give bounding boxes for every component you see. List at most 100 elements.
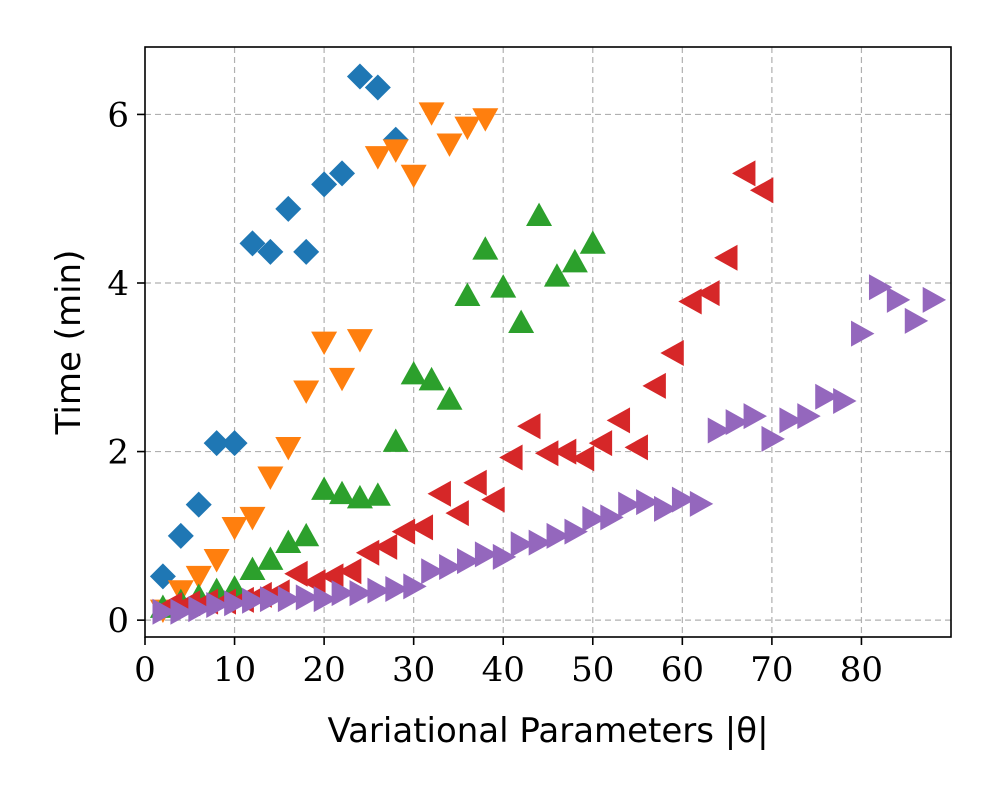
y-axis-label: Time (min): [49, 250, 89, 436]
data-point-diamond: [311, 171, 338, 198]
data-point-triangle-down: [257, 466, 284, 490]
data-point-triangle-right: [510, 531, 535, 558]
data-point-triangle-right: [689, 490, 714, 517]
data-point-triangle-left: [714, 244, 738, 271]
series-triangle-left: [158, 160, 774, 618]
data-point-triangle-left: [642, 372, 666, 399]
data-point-triangle-left: [606, 407, 631, 434]
data-point-diamond: [346, 63, 373, 90]
data-point-triangle-down: [239, 506, 266, 531]
data-point-triangle-left: [696, 280, 720, 307]
data-point-triangle-left: [409, 514, 434, 541]
series-triangle-right: [152, 274, 947, 625]
x-tick-label: 50: [571, 650, 614, 690]
grid-lines: [145, 47, 951, 637]
data-point-triangle-right: [277, 586, 302, 613]
data-point-triangle-down: [221, 517, 248, 541]
data-point-triangle-left: [284, 560, 308, 587]
data-point-triangle-right: [403, 573, 427, 600]
x-tick-label: 80: [840, 650, 883, 690]
data-point-triangle-right: [259, 586, 284, 613]
data-point-triangle-right: [833, 388, 857, 414]
data-point-triangle-right: [474, 541, 499, 568]
data-point-triangle-right: [815, 383, 839, 410]
data-point-triangle-down: [418, 102, 445, 126]
data-point-triangle-right: [582, 506, 606, 532]
data-point-triangle-right: [439, 554, 463, 581]
axis-ticks: 0 10 20 30 40 50 60 70 80 0 2 4 6: [107, 95, 883, 690]
data-point-diamond: [293, 238, 320, 265]
x-tick-label: 0: [134, 650, 156, 690]
data-point-triangle-right: [707, 417, 732, 444]
data-point-triangle-left: [570, 445, 595, 472]
data-point-triangle-left: [535, 440, 559, 467]
data-point-triangle-right: [367, 577, 391, 604]
x-tick-label: 70: [750, 650, 793, 690]
data-point-triangle-left: [749, 177, 774, 204]
data-point-diamond: [185, 491, 212, 518]
data-point-triangle-right: [654, 495, 678, 522]
data-point-triangle-left: [732, 160, 756, 187]
x-axis-label: Variational Parameters |θ|: [327, 711, 768, 751]
data-point-triangle-up: [490, 274, 517, 298]
data-point-triangle-up: [472, 236, 499, 260]
data-point-triangle-right: [886, 286, 911, 313]
data-point-triangle-up: [382, 428, 409, 452]
data-point-triangle-left: [427, 480, 451, 507]
data-point-triangle-up: [436, 386, 463, 410]
data-point-triangle-right: [349, 580, 373, 607]
data-point-triangle-right: [797, 403, 821, 430]
data-point-triangle-right: [295, 584, 320, 611]
data-point-diamond: [275, 195, 302, 222]
data-point-triangle-up: [543, 263, 570, 287]
y-tick-label: 2: [107, 433, 129, 473]
data-point-triangle-down: [275, 436, 302, 461]
data-point-triangle-down: [364, 146, 391, 170]
data-point-triangle-right: [546, 522, 570, 549]
x-tick-label: 20: [302, 650, 345, 690]
data-point-triangle-right: [188, 596, 212, 623]
data-point-triangle-left: [552, 438, 577, 465]
data-point-triangle-down: [329, 367, 356, 392]
data-point-triangle-right: [904, 307, 929, 334]
data-point-triangle-up: [293, 522, 320, 547]
data-point-triangle-right: [242, 587, 266, 614]
data-point-diamond: [239, 230, 266, 257]
y-tick-label: 6: [107, 95, 129, 135]
data-point-triangle-up: [418, 366, 445, 391]
chart-marks: [149, 63, 947, 625]
data-point-triangle-up: [275, 529, 302, 553]
data-point-triangle-right: [779, 407, 803, 434]
series-diamond: [149, 63, 409, 590]
data-point-triangle-up: [364, 482, 391, 506]
data-point-diamond: [364, 74, 391, 101]
data-point-triangle-left: [355, 539, 380, 566]
data-point-triangle-left: [302, 569, 326, 596]
data-point-triangle-right: [743, 403, 767, 430]
x-tick-label: 40: [482, 650, 525, 690]
x-tick-label: 30: [392, 650, 435, 690]
plot-frame: [144, 46, 952, 638]
data-point-triangle-right: [636, 489, 660, 516]
data-point-diamond: [221, 430, 248, 457]
data-point-triangle-up: [400, 361, 427, 385]
data-point-triangle-down: [203, 549, 230, 573]
data-point-triangle-down: [346, 329, 373, 353]
data-point-triangle-up: [579, 230, 606, 254]
x-tick-label: 60: [661, 650, 704, 690]
data-point-triangle-right: [421, 558, 445, 585]
data-point-triangle-up: [346, 484, 373, 509]
data-point-triangle-left: [463, 469, 487, 496]
data-point-diamond: [203, 430, 230, 457]
data-point-triangle-up: [257, 546, 284, 570]
data-point-triangle-down: [311, 331, 338, 355]
data-point-triangle-down: [185, 565, 212, 590]
data-point-triangle-right: [313, 586, 338, 613]
data-point-triangle-down: [293, 380, 320, 404]
data-point-triangle-left: [588, 430, 613, 457]
data-point-triangle-left: [624, 434, 648, 461]
data-point-triangle-right: [564, 518, 588, 545]
data-point-triangle-right: [922, 286, 947, 313]
data-point-triangle-left: [499, 444, 523, 471]
